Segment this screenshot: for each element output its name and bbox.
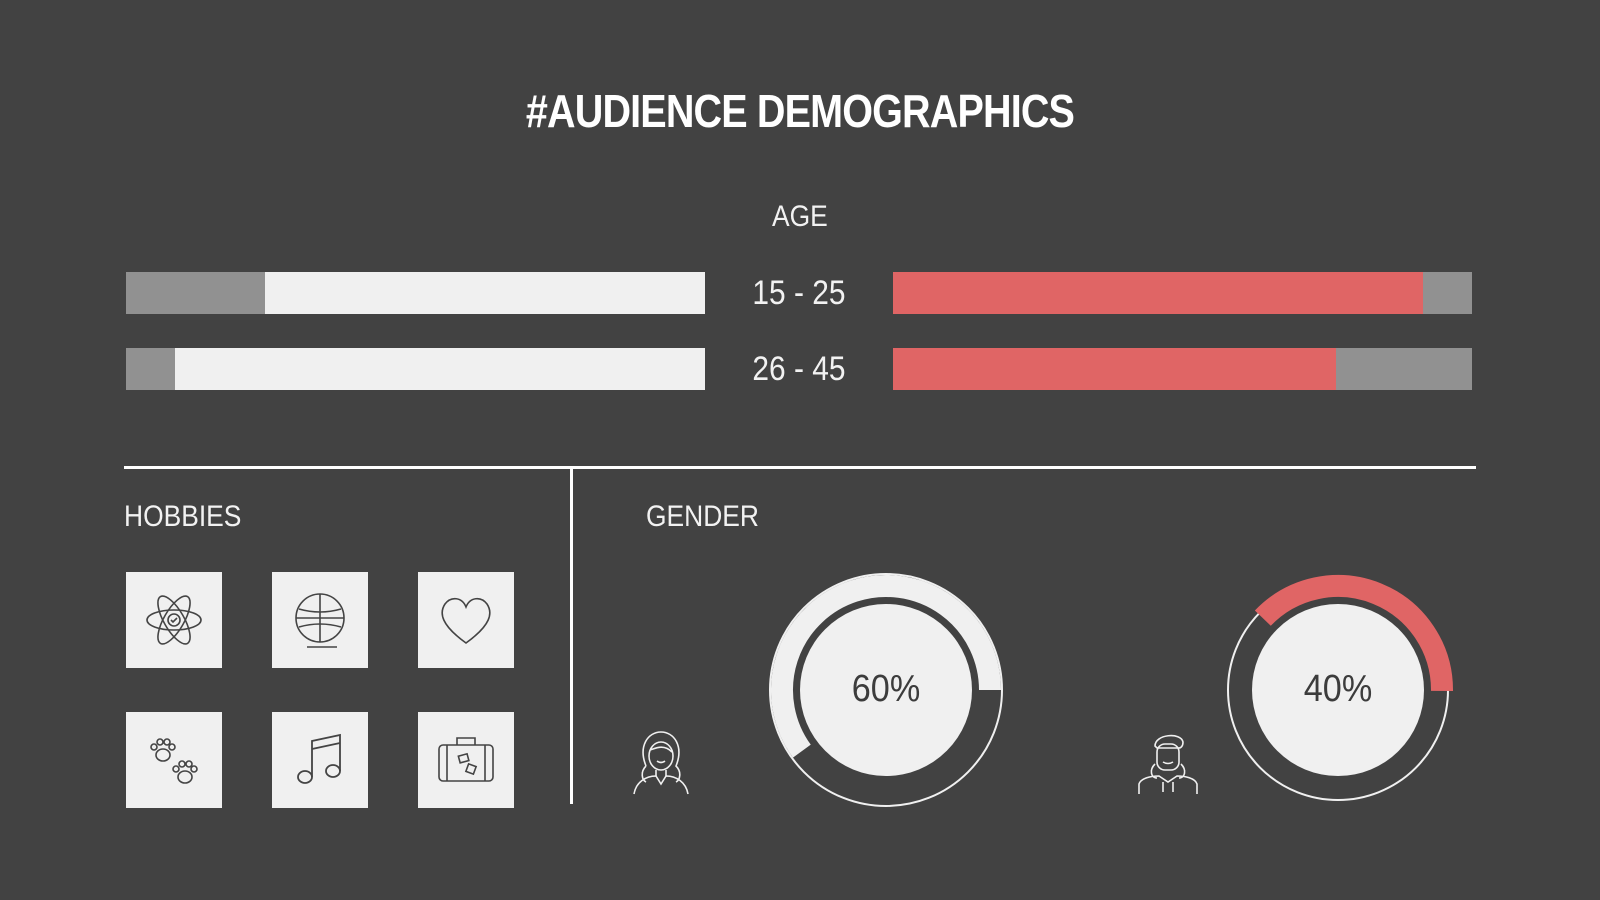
hobby-tile-love <box>418 572 514 668</box>
hobby-tile-sports <box>272 572 368 668</box>
female-donut-center <box>800 604 972 776</box>
female-donut-arc <box>771 575 1001 758</box>
female-donut-chart <box>769 573 1003 807</box>
age-bar-right-fill <box>893 272 1423 314</box>
hobbies-section-label: HOBBIES <box>124 500 242 533</box>
male-donut-chart <box>1227 575 1454 801</box>
female-percent-label: 60% <box>851 668 921 710</box>
hobby-tile-pets <box>126 712 222 808</box>
suitcase-icon <box>438 737 494 782</box>
page-title: #AUDIENCE DEMOGRAPHICS <box>525 85 1075 137</box>
age-bar-left-track <box>126 348 705 390</box>
woman-icon <box>633 731 689 795</box>
age-bar-right-fill <box>893 348 1336 390</box>
paws-icon <box>150 738 198 784</box>
horizontal-divider <box>124 466 1476 469</box>
age-bar-right-track <box>893 348 1472 390</box>
age-bar-left-track <box>126 272 705 314</box>
hobby-tile-travel <box>418 712 514 808</box>
age-row-15-25: 15 - 25 <box>126 272 1473 314</box>
age-bar-left-fill <box>264 272 705 314</box>
vertical-divider <box>570 468 573 804</box>
hobby-tile-science <box>126 572 222 668</box>
age-section-label: AGE <box>772 200 828 233</box>
man-icon <box>1138 734 1198 794</box>
female-person <box>626 726 696 796</box>
gender-section-label: GENDER <box>646 500 759 533</box>
hobby-tile-music <box>272 712 368 808</box>
male-person <box>1133 726 1203 796</box>
heart-icon <box>441 597 491 644</box>
age-row-label: 26 - 45 <box>752 350 846 388</box>
male-donut-center <box>1252 604 1424 776</box>
female-donut-outline <box>769 573 1003 807</box>
age-bar-right-track <box>893 272 1472 314</box>
ball-icon <box>295 593 345 648</box>
age-row-26-45: 26 - 45 <box>126 348 1473 390</box>
music-note-icon <box>297 733 341 784</box>
atom-icon <box>146 595 202 645</box>
age-bar-left-fill <box>175 348 705 390</box>
age-row-label: 15 - 25 <box>752 274 846 312</box>
male-percent-label: 40% <box>1303 668 1373 710</box>
male-donut-arc <box>1254 575 1454 692</box>
